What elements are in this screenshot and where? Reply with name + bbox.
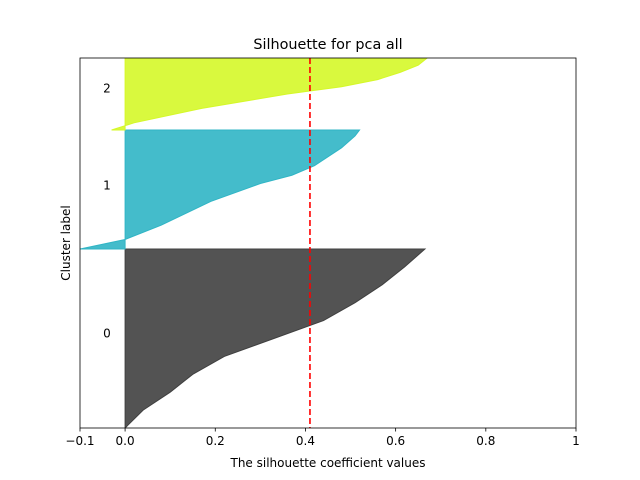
cluster-0-silhouette xyxy=(124,248,427,428)
x-tick-label: 0.8 xyxy=(476,434,495,448)
cluster-label-1: 1 xyxy=(103,179,111,193)
plot-frame xyxy=(79,57,577,429)
x-tick-label: 0.2 xyxy=(206,434,225,448)
cluster-label-2: 2 xyxy=(103,82,111,96)
x-tick-label: 0.0 xyxy=(116,434,135,448)
cluster-label-0: 0 xyxy=(103,327,111,341)
cluster-2-silhouette xyxy=(111,58,429,131)
cluster-1-silhouette xyxy=(80,129,361,250)
x-axis-label: The silhouette coefficient values xyxy=(230,456,426,470)
x-tick-label: 1 xyxy=(572,434,580,448)
chart-title: Silhouette for pca all xyxy=(253,37,402,53)
x-tick-label: 0.6 xyxy=(386,434,405,448)
x-tick-label: 0.4 xyxy=(296,434,315,448)
y-axis-label: Cluster label xyxy=(59,205,73,280)
x-tick-label: −0.1 xyxy=(65,434,94,448)
